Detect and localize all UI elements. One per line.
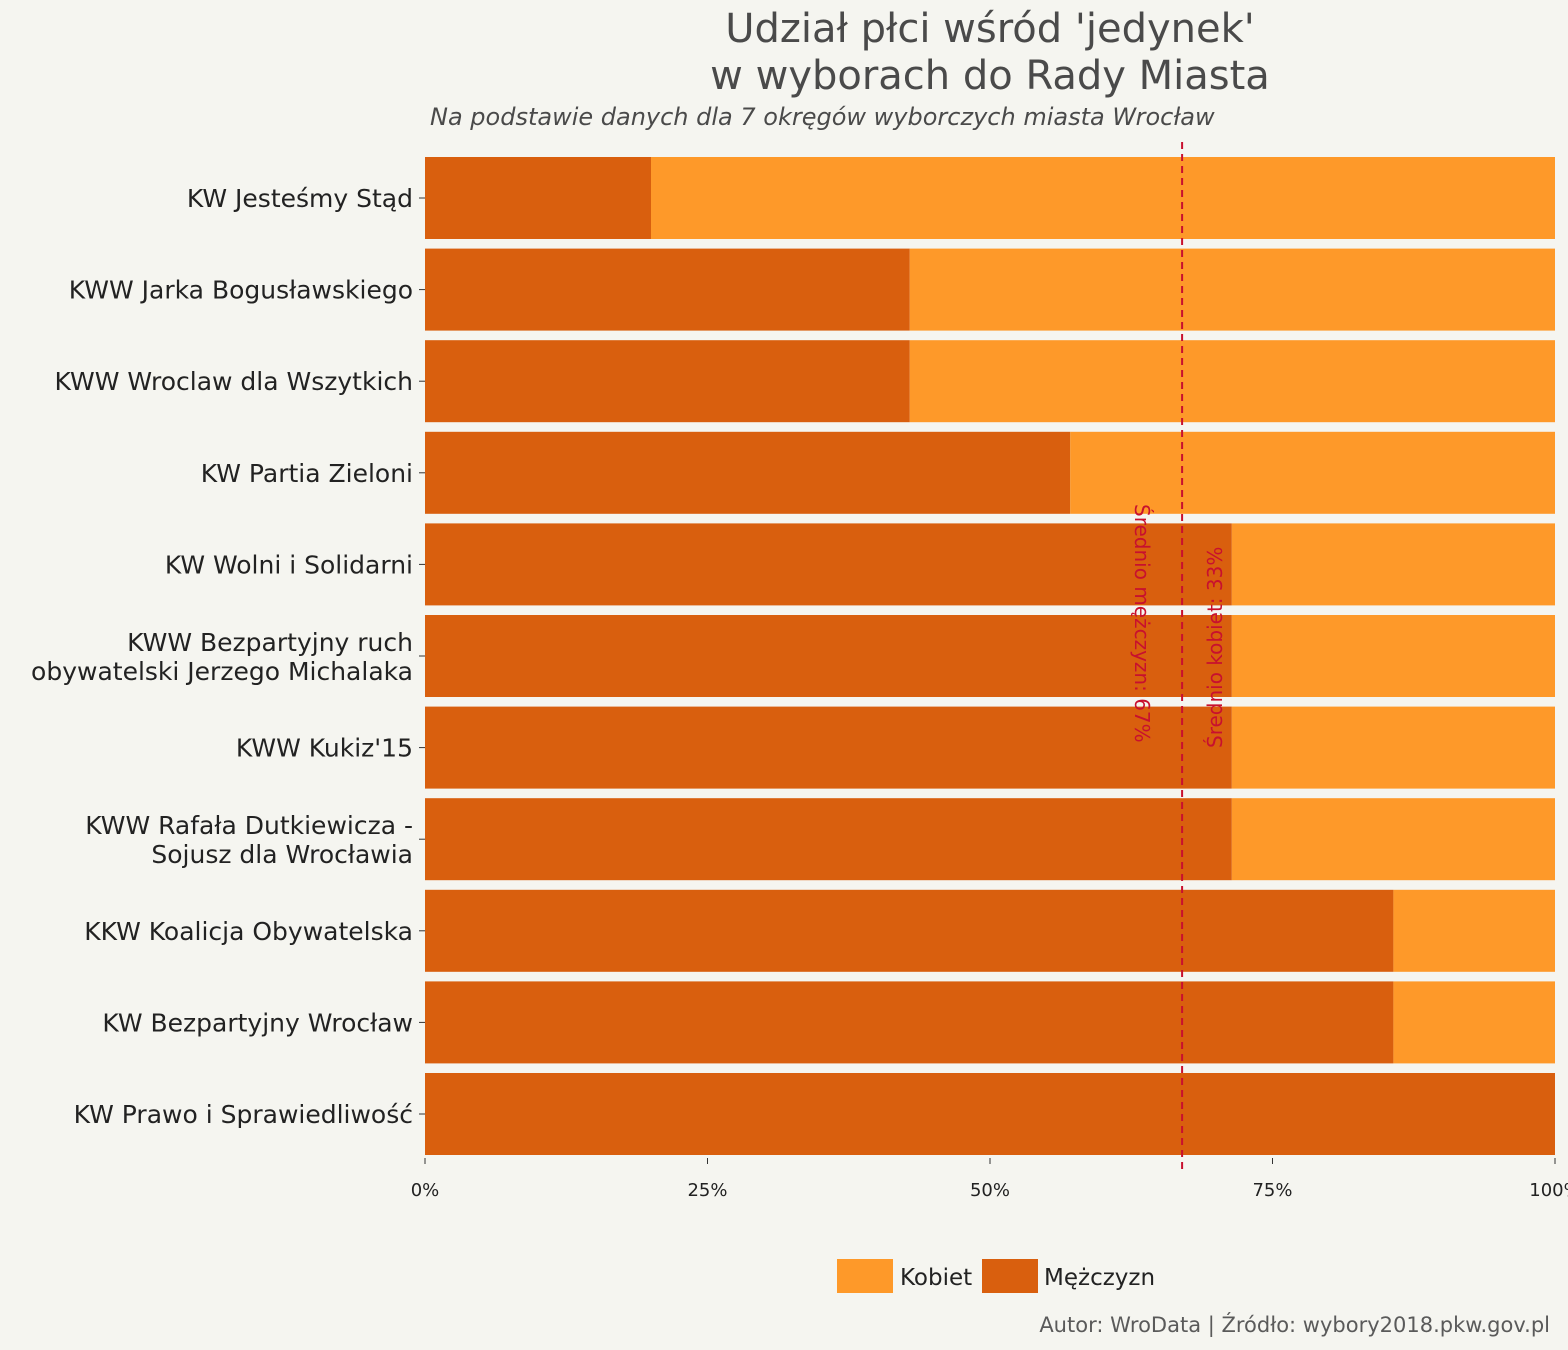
bar-men <box>425 798 1232 881</box>
x-tick-label: 50% <box>970 1180 1010 1201</box>
bar-men <box>425 248 910 331</box>
legend-swatch-mezczyzn <box>982 1259 1038 1293</box>
bar-women <box>909 340 1555 423</box>
bar-women <box>1231 706 1555 789</box>
chart-title-line-1: Udział płci wśród 'jedynek' <box>725 6 1255 52</box>
category-label: KW Jesteśmy Stąd <box>187 184 413 213</box>
category-label: KKW Koalicja Obywatelska <box>84 917 413 946</box>
bar-women <box>651 157 1555 239</box>
category-label: KW Wolni i Solidarni <box>165 550 413 579</box>
bar-men <box>425 706 1232 789</box>
bar-women <box>1070 431 1555 514</box>
legend-swatch-kobiet <box>837 1259 893 1293</box>
category-label: KW Prawo i Sprawiedliwość <box>74 1100 413 1129</box>
bar-women <box>1231 523 1555 606</box>
bar-women <box>909 248 1555 331</box>
category-label: KWW Jarka Bogusławskiego <box>69 276 413 305</box>
bar-women <box>1231 615 1555 697</box>
category-label: KWW Kukiz'15 <box>236 734 413 763</box>
bar-men <box>425 523 1232 606</box>
annotation-men-average: Średnio mężczyzn: 67% <box>1130 504 1154 743</box>
x-tick-label: 100% <box>1529 1180 1568 1201</box>
chart-title-line-2: w wyborach do Rady Miasta <box>710 53 1270 99</box>
bar-men <box>425 981 1394 1064</box>
x-tick-label: 75% <box>1252 1180 1292 1201</box>
category-label: KW Partia Zieloni <box>201 459 413 488</box>
bar-men <box>425 889 1394 972</box>
bar-men <box>425 340 910 423</box>
category-label: KWW Wroclaw dla Wszytkich <box>55 367 413 396</box>
bar-women <box>1393 889 1555 972</box>
annotation-women-average: Średnio kobiet: 33% <box>1203 547 1227 748</box>
bar-women <box>1393 981 1555 1064</box>
chart-subtitle: Na podstawie danych dla 7 okręgów wyborc… <box>430 103 1215 131</box>
x-tick-label: 0% <box>411 1180 440 1201</box>
bar-men <box>425 1073 1555 1155</box>
bar-men <box>425 157 651 239</box>
category-label: KWW Bezpartyjny ruch obywatelski Jerzego … <box>31 628 413 686</box>
legend-label-kobiet: Kobiet <box>900 1265 972 1291</box>
category-label: KWW Rafała Dutkiewicza -Sojusz dla Wrocł… <box>85 811 413 869</box>
bar-men <box>425 431 1071 514</box>
bar-men <box>425 615 1232 697</box>
legend-label-mezczyzn: Mężczyzn <box>1044 1265 1155 1291</box>
category-label: KW Bezpartyjny Wrocław <box>102 1008 413 1037</box>
bar-women <box>1231 798 1555 881</box>
bar-chart: KW Jesteśmy Stąd KWW Jarka Bogusławskiego… <box>31 142 1568 1293</box>
chart-caption: Autor: WroData | Źródło: wybory2018.pkw.… <box>1039 1313 1550 1337</box>
x-tick-label: 25% <box>687 1180 727 1201</box>
